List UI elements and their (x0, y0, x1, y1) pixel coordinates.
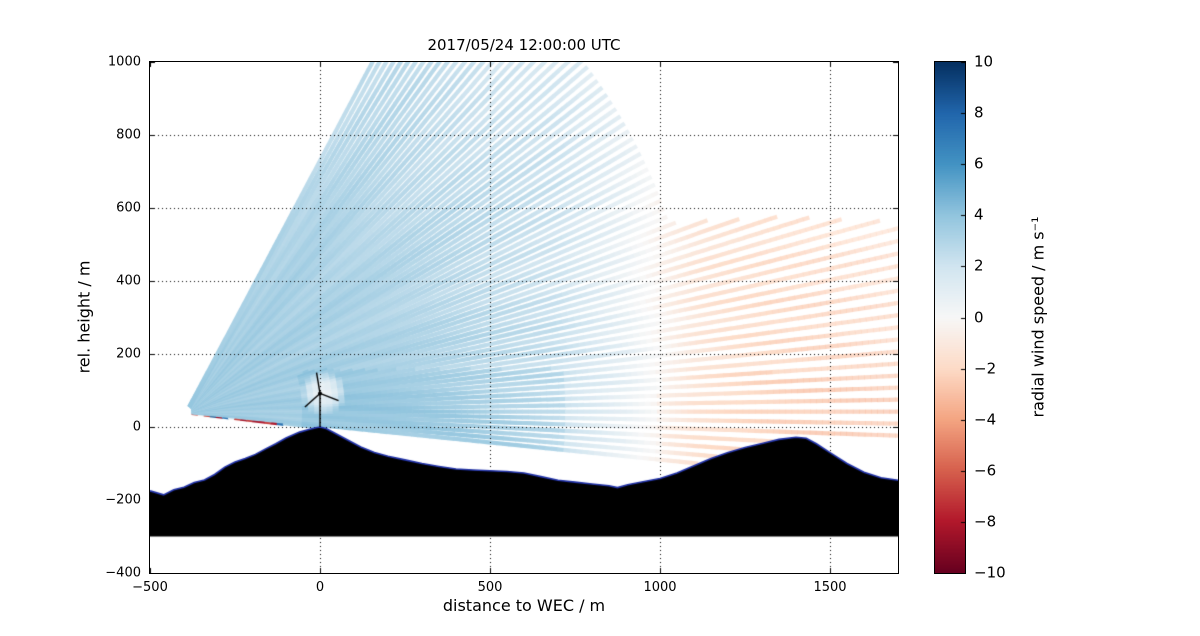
y-tick-label: 200 (116, 346, 141, 362)
colorbar-tick-label: 6 (974, 154, 984, 173)
y-axis-label: rel. height / m (74, 260, 94, 374)
colorbar-tick-label: 4 (974, 205, 984, 224)
y-tick-label: 600 (116, 200, 141, 216)
colorbar-tick-label: 10 (974, 52, 994, 71)
colorbar-tick-label: −8 (974, 512, 997, 531)
x-tick-label: 500 (477, 580, 503, 595)
y-tick-label: −200 (105, 492, 141, 508)
y-tick-label: 800 (116, 127, 141, 143)
chart-title: 2017/05/24 12:00:00 UTC (427, 36, 621, 54)
colorbar-tick-label: 8 (974, 103, 984, 122)
colorbar-tick-label: 0 (974, 308, 984, 326)
colorbar-tick-label: −10 (974, 563, 1006, 582)
x-tick-label: 1500 (813, 580, 847, 595)
y-tick-label: 0 (132, 419, 141, 435)
x-axis-label: distance to WEC / m (442, 596, 606, 615)
colorbar-canvas (935, 62, 965, 573)
colorbar-tick-label: −6 (974, 461, 997, 480)
y-tick-label: 1000 (107, 54, 141, 70)
colorbar-label: radial wind speed / m s⁻¹ (1028, 216, 1048, 418)
colorbar-tick-label: −2 (974, 359, 997, 378)
y-tick-label: −400 (105, 565, 141, 581)
y-tick-label: 400 (116, 273, 141, 289)
colorbar-tick-label: −4 (974, 410, 997, 429)
x-tick-label: 0 (315, 580, 325, 595)
scan-plot-canvas (150, 62, 898, 573)
x-tick-label: −500 (132, 580, 168, 595)
colorbar (934, 61, 966, 574)
colorbar-tick-label: 2 (974, 256, 984, 275)
x-tick-label: 1000 (643, 580, 677, 595)
plot-frame (149, 61, 899, 574)
